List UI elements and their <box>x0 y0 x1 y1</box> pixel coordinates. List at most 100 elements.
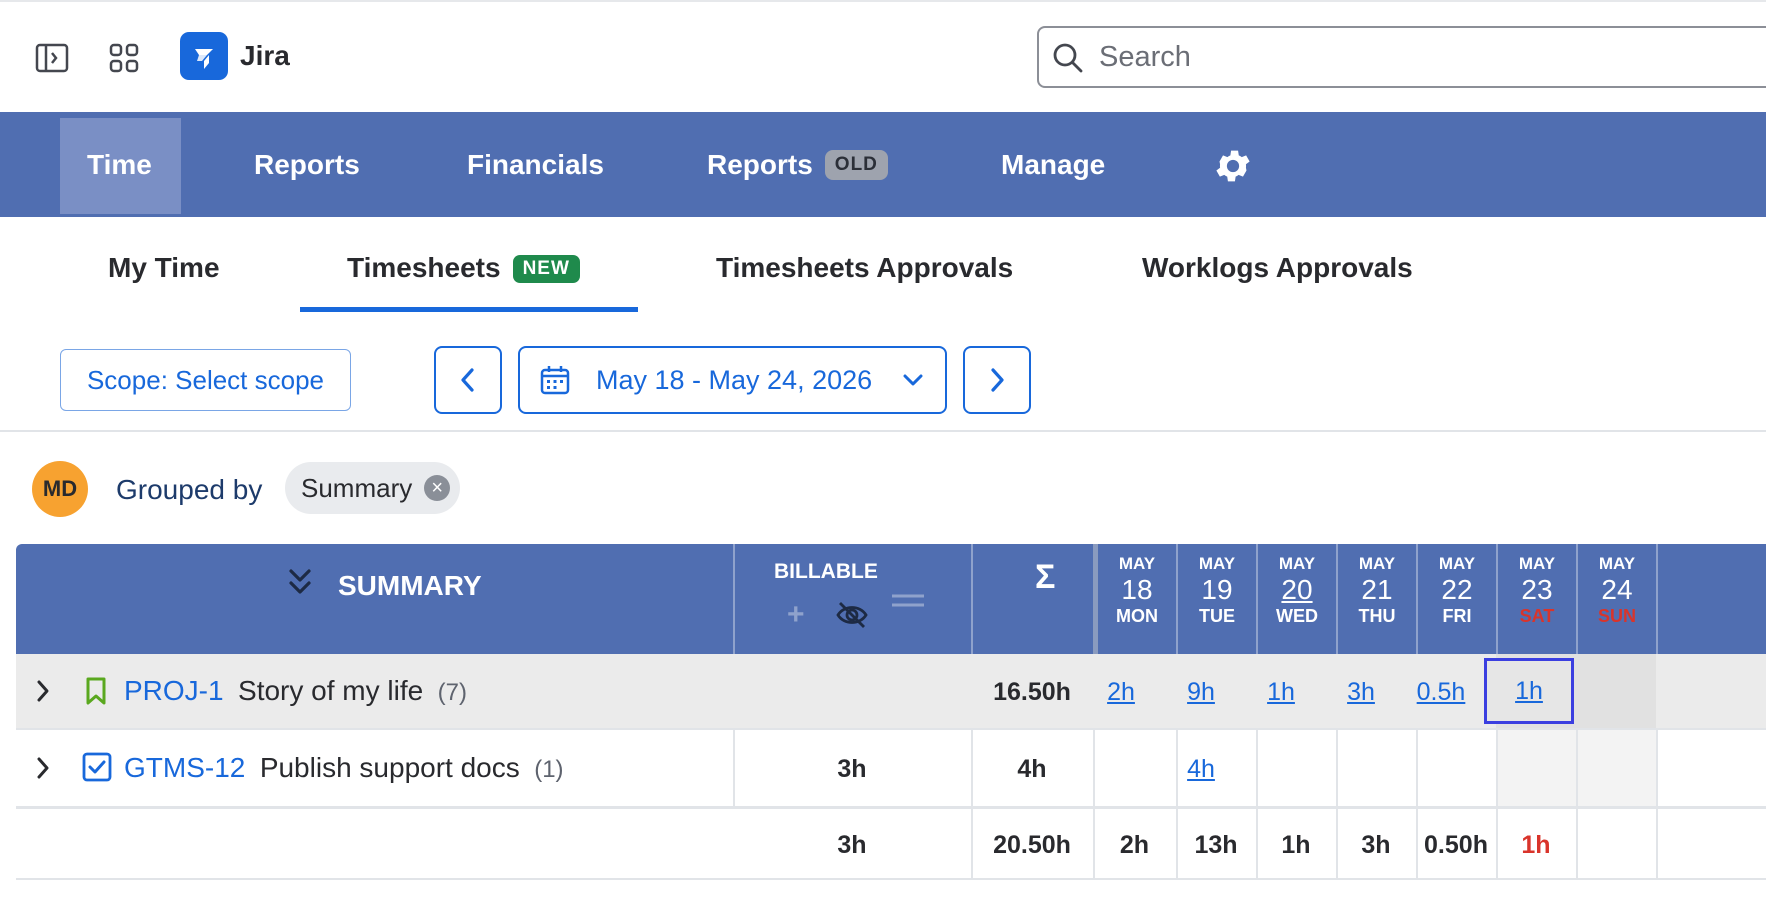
toolbar-divider <box>0 430 1766 432</box>
row-billable: 3h <box>837 755 867 783</box>
table-row: GTMS-12 Publish support docs (1) 3h 4h 4… <box>16 728 1766 806</box>
nav-item-reports-old[interactable]: Reports OLD <box>707 112 888 217</box>
day-total-23: 1h <box>1521 831 1551 859</box>
scope-select-button[interactable]: Scope: Select scope <box>60 349 351 411</box>
day-cell-19[interactable]: 4h <box>1187 755 1215 783</box>
prev-week-button[interactable] <box>434 346 502 414</box>
day-total-20: 1h <box>1281 831 1311 859</box>
header-divider <box>1496 544 1498 654</box>
old-badge: OLD <box>824 149 888 180</box>
nav-item-manage[interactable]: Manage <box>1001 148 1106 180</box>
table-header: SUMMARY BILLABLE + Σ MAY 18 MON MAY 19 TUE M… <box>16 544 1766 654</box>
header-summary[interactable]: SUMMARY <box>338 570 482 601</box>
header-divider <box>733 544 735 654</box>
col-divider <box>1656 808 1658 878</box>
search-icon <box>1052 42 1084 79</box>
collapse-all-icon[interactable] <box>286 566 314 603</box>
day-cell-21[interactable]: 3h <box>1347 678 1375 706</box>
day-cell-22[interactable]: 0.5h <box>1416 678 1466 706</box>
row-divider <box>16 878 1766 880</box>
row-total: 16.50h <box>993 678 1071 706</box>
tab-my-time[interactable]: My Time <box>108 252 220 283</box>
col-divider <box>1176 730 1178 806</box>
header-divider <box>1256 544 1258 654</box>
add-billable-icon[interactable]: + <box>787 598 805 631</box>
day-cell-18[interactable]: 2h <box>1107 678 1135 706</box>
day-header-20: MAY 20 WED <box>1276 554 1318 626</box>
day-header-24: MAY 24 SUN <box>1597 554 1636 626</box>
col-divider <box>1416 730 1418 806</box>
avatar[interactable]: MD <box>32 461 88 517</box>
col-divider <box>1576 730 1578 806</box>
issue-key-link[interactable]: PROJ-1 <box>124 675 224 706</box>
drag-handle-icon[interactable] <box>892 592 924 615</box>
header-divider <box>1416 544 1418 654</box>
chip-label: Summary <box>301 472 413 503</box>
issue-key-link[interactable]: GTMS-12 <box>124 752 246 783</box>
jira-logo-icon[interactable] <box>180 32 228 80</box>
tab-timesheets-approvals[interactable]: Timesheets Approvals <box>716 252 1014 283</box>
header-divider <box>1576 544 1578 654</box>
col-divider <box>1256 808 1258 878</box>
chevron-right-icon <box>991 368 1004 392</box>
header-divider <box>1176 544 1178 654</box>
col-divider <box>1656 730 1658 806</box>
remove-chip-icon[interactable]: × <box>424 475 451 501</box>
eye-off-icon[interactable] <box>835 600 869 635</box>
col-divider <box>1093 808 1095 878</box>
col-divider <box>1176 808 1178 878</box>
gear-icon[interactable] <box>1212 145 1254 192</box>
nav-item-financials[interactable]: Financials <box>467 148 604 180</box>
frozen-column-divider[interactable] <box>1093 544 1098 654</box>
totals-row: 3h 20.50h 2h 13h 1h 3h 0.50h 1h <box>16 806 1766 880</box>
story-bookmark-icon <box>84 676 108 711</box>
header-divider <box>1656 544 1658 654</box>
col-divider <box>1576 808 1578 878</box>
chevron-down-icon <box>903 374 923 386</box>
nav-item-time[interactable]: Time <box>87 148 152 180</box>
worklog-count: (1) <box>534 756 564 783</box>
chevron-left-icon <box>461 368 474 392</box>
day-header-23: MAY 23 SAT <box>1518 554 1556 626</box>
header-divider <box>1336 544 1338 654</box>
next-week-button[interactable] <box>963 346 1031 414</box>
day-header-21: MAY 21 THU <box>1358 554 1396 626</box>
nav-item-reports[interactable]: Reports <box>254 148 360 180</box>
header-billable[interactable]: BILLABLE <box>774 560 878 583</box>
active-tab-indicator <box>300 307 638 312</box>
main-nav: Time Reports Financials Reports OLD Manag… <box>0 112 1766 217</box>
day-header-22: MAY 22 FRI <box>1438 554 1476 626</box>
day-cell-19[interactable]: 9h <box>1187 678 1215 706</box>
col-divider <box>1496 808 1498 878</box>
date-range-picker[interactable]: May 18 - May 24, 2026 <box>518 346 947 414</box>
issue-summary: Publish support docs <box>259 752 520 783</box>
expand-row-icon[interactable] <box>34 755 52 786</box>
col-divider <box>1256 730 1258 806</box>
row-divider <box>16 728 1766 730</box>
day-cell-20[interactable]: 1h <box>1267 678 1295 706</box>
issue-summary-cell: PROJ-1 Story of my life (7) <box>124 675 467 707</box>
task-checkbox-icon <box>82 752 112 787</box>
col-divider <box>1496 730 1498 806</box>
row-total: 4h <box>1017 755 1047 783</box>
tab-worklogs-approvals[interactable]: Worklogs Approvals <box>1142 252 1413 283</box>
col-divider <box>1336 730 1338 806</box>
tab-timesheets[interactable]: Timesheets NEW <box>347 252 580 284</box>
header-divider <box>971 544 973 654</box>
day-header-19: MAY 19 TUE <box>1198 554 1236 626</box>
day-total-18: 2h <box>1119 831 1150 859</box>
app-grid-icon[interactable] <box>106 40 142 76</box>
col-divider <box>971 730 973 806</box>
issue-summary-cell: GTMS-12 Publish support docs (1) <box>124 752 564 784</box>
expand-row-icon[interactable] <box>34 678 52 709</box>
day-total-19: 13h <box>1194 831 1238 859</box>
day-cell-23-selected[interactable]: 1h <box>1484 658 1574 724</box>
sidebar-toggle-icon[interactable] <box>34 40 70 76</box>
col-divider <box>1336 808 1338 878</box>
issue-summary: Story of my life <box>238 675 424 706</box>
col-divider <box>733 730 735 806</box>
search-input[interactable] <box>1037 26 1766 88</box>
nav-active-highlight <box>60 118 181 214</box>
table-row: PROJ-1 Story of my life (7) 16.50h 2h 9h… <box>16 654 1766 728</box>
new-badge: NEW <box>512 255 580 283</box>
